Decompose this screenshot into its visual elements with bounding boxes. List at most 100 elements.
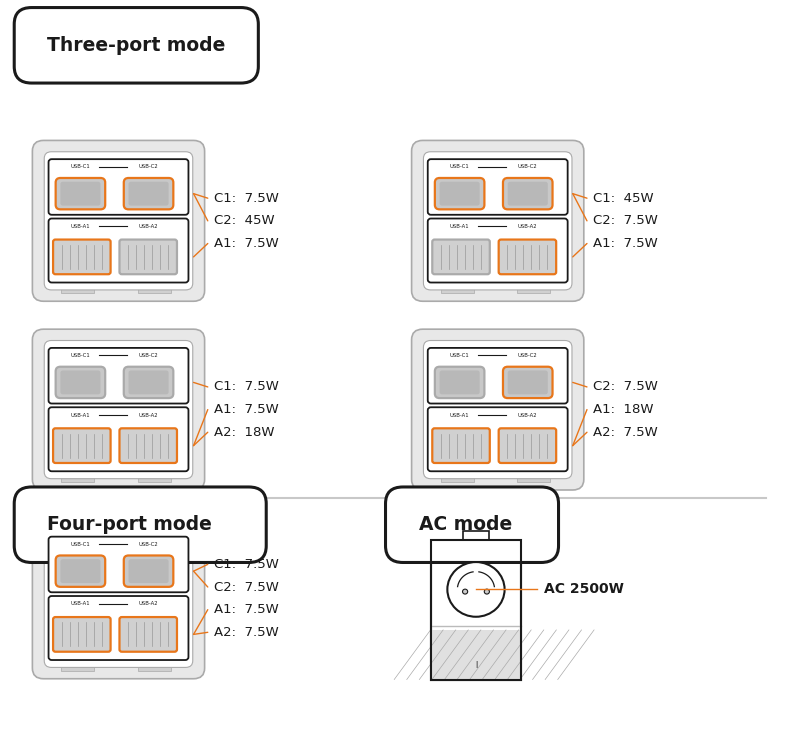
Text: Three-port mode: Three-port mode: [47, 35, 226, 55]
FancyBboxPatch shape: [32, 518, 205, 679]
FancyBboxPatch shape: [44, 152, 193, 290]
FancyBboxPatch shape: [508, 371, 547, 394]
Text: C2:  7.5W: C2: 7.5W: [593, 214, 658, 227]
FancyBboxPatch shape: [119, 239, 177, 274]
FancyBboxPatch shape: [124, 556, 173, 587]
FancyBboxPatch shape: [44, 341, 193, 479]
Text: USB-C2: USB-C2: [138, 165, 158, 169]
FancyBboxPatch shape: [386, 487, 559, 562]
FancyBboxPatch shape: [435, 367, 484, 398]
Bar: [138, 477, 171, 482]
Bar: [441, 288, 474, 293]
FancyBboxPatch shape: [439, 371, 480, 394]
FancyBboxPatch shape: [48, 218, 189, 282]
FancyBboxPatch shape: [55, 178, 105, 209]
FancyBboxPatch shape: [439, 182, 480, 205]
Text: USB-A1: USB-A1: [70, 412, 90, 418]
Text: USB-C2: USB-C2: [138, 542, 158, 547]
FancyBboxPatch shape: [423, 152, 572, 290]
FancyBboxPatch shape: [48, 596, 189, 660]
Circle shape: [462, 589, 468, 594]
Text: A1:  18W: A1: 18W: [593, 403, 654, 416]
Text: USB-C1: USB-C1: [70, 353, 90, 358]
Text: C1:  7.5W: C1: 7.5W: [214, 558, 279, 571]
Bar: [431, 540, 521, 680]
Text: A2:  7.5W: A2: 7.5W: [214, 626, 279, 639]
FancyBboxPatch shape: [412, 329, 584, 490]
Text: Four-port mode: Four-port mode: [47, 515, 213, 535]
FancyBboxPatch shape: [503, 178, 552, 209]
FancyBboxPatch shape: [48, 159, 189, 214]
Text: A1:  7.5W: A1: 7.5W: [593, 237, 658, 250]
Text: USB-A2: USB-A2: [138, 223, 158, 229]
Text: USB-A2: USB-A2: [138, 601, 158, 606]
FancyBboxPatch shape: [119, 617, 177, 652]
FancyBboxPatch shape: [503, 367, 552, 398]
Text: AC 2500W: AC 2500W: [544, 582, 623, 596]
FancyBboxPatch shape: [60, 559, 100, 583]
Text: USB-C2: USB-C2: [517, 353, 537, 358]
FancyBboxPatch shape: [423, 341, 572, 479]
FancyBboxPatch shape: [427, 218, 568, 282]
FancyBboxPatch shape: [48, 348, 189, 403]
FancyBboxPatch shape: [124, 367, 173, 398]
Text: USB-A1: USB-A1: [450, 223, 469, 229]
Bar: [463, 531, 489, 540]
FancyBboxPatch shape: [53, 428, 111, 463]
FancyBboxPatch shape: [60, 182, 100, 205]
Text: USB-A1: USB-A1: [70, 223, 90, 229]
FancyBboxPatch shape: [498, 428, 556, 463]
Text: A1:  7.5W: A1: 7.5W: [214, 237, 279, 250]
FancyBboxPatch shape: [498, 239, 556, 274]
Text: USB-C1: USB-C1: [450, 353, 469, 358]
FancyBboxPatch shape: [129, 559, 168, 583]
Text: USB-C1: USB-C1: [450, 165, 469, 169]
Text: A1:  7.5W: A1: 7.5W: [214, 603, 279, 616]
Text: A2:  7.5W: A2: 7.5W: [593, 426, 658, 439]
Text: USB-C1: USB-C1: [70, 542, 90, 547]
Bar: [517, 477, 551, 482]
FancyBboxPatch shape: [48, 537, 189, 592]
FancyBboxPatch shape: [412, 140, 584, 301]
Text: USB-C2: USB-C2: [517, 165, 537, 169]
Circle shape: [484, 589, 490, 594]
FancyBboxPatch shape: [14, 8, 258, 83]
FancyBboxPatch shape: [55, 367, 105, 398]
Text: l: l: [475, 661, 477, 670]
Text: C2:  7.5W: C2: 7.5W: [214, 581, 279, 593]
FancyBboxPatch shape: [60, 371, 100, 394]
FancyBboxPatch shape: [435, 178, 484, 209]
FancyBboxPatch shape: [427, 407, 568, 471]
FancyBboxPatch shape: [53, 239, 111, 274]
FancyBboxPatch shape: [53, 617, 111, 652]
FancyBboxPatch shape: [129, 371, 168, 394]
Bar: [138, 288, 171, 293]
Text: USB-A2: USB-A2: [517, 412, 537, 418]
Bar: [62, 288, 95, 293]
Bar: [62, 477, 95, 482]
FancyBboxPatch shape: [427, 348, 568, 403]
Text: USB-A1: USB-A1: [70, 601, 90, 606]
FancyBboxPatch shape: [14, 487, 266, 562]
Text: USB-C2: USB-C2: [138, 353, 158, 358]
FancyBboxPatch shape: [124, 178, 173, 209]
Text: A1:  7.5W: A1: 7.5W: [214, 403, 279, 416]
Text: C2:  45W: C2: 45W: [214, 214, 275, 227]
FancyBboxPatch shape: [32, 140, 205, 301]
Bar: [517, 288, 551, 293]
FancyBboxPatch shape: [44, 529, 193, 667]
FancyBboxPatch shape: [55, 556, 105, 587]
Circle shape: [447, 562, 505, 617]
Text: USB-A2: USB-A2: [138, 412, 158, 418]
Bar: [431, 540, 521, 680]
FancyBboxPatch shape: [432, 239, 490, 274]
Text: C2:  7.5W: C2: 7.5W: [593, 381, 658, 393]
FancyBboxPatch shape: [508, 182, 547, 205]
Text: AC mode: AC mode: [419, 515, 512, 535]
Text: C1:  7.5W: C1: 7.5W: [214, 192, 279, 205]
Text: C1:  7.5W: C1: 7.5W: [214, 381, 279, 393]
Bar: [62, 666, 95, 670]
FancyBboxPatch shape: [32, 329, 205, 490]
FancyBboxPatch shape: [48, 407, 189, 471]
FancyBboxPatch shape: [427, 159, 568, 214]
